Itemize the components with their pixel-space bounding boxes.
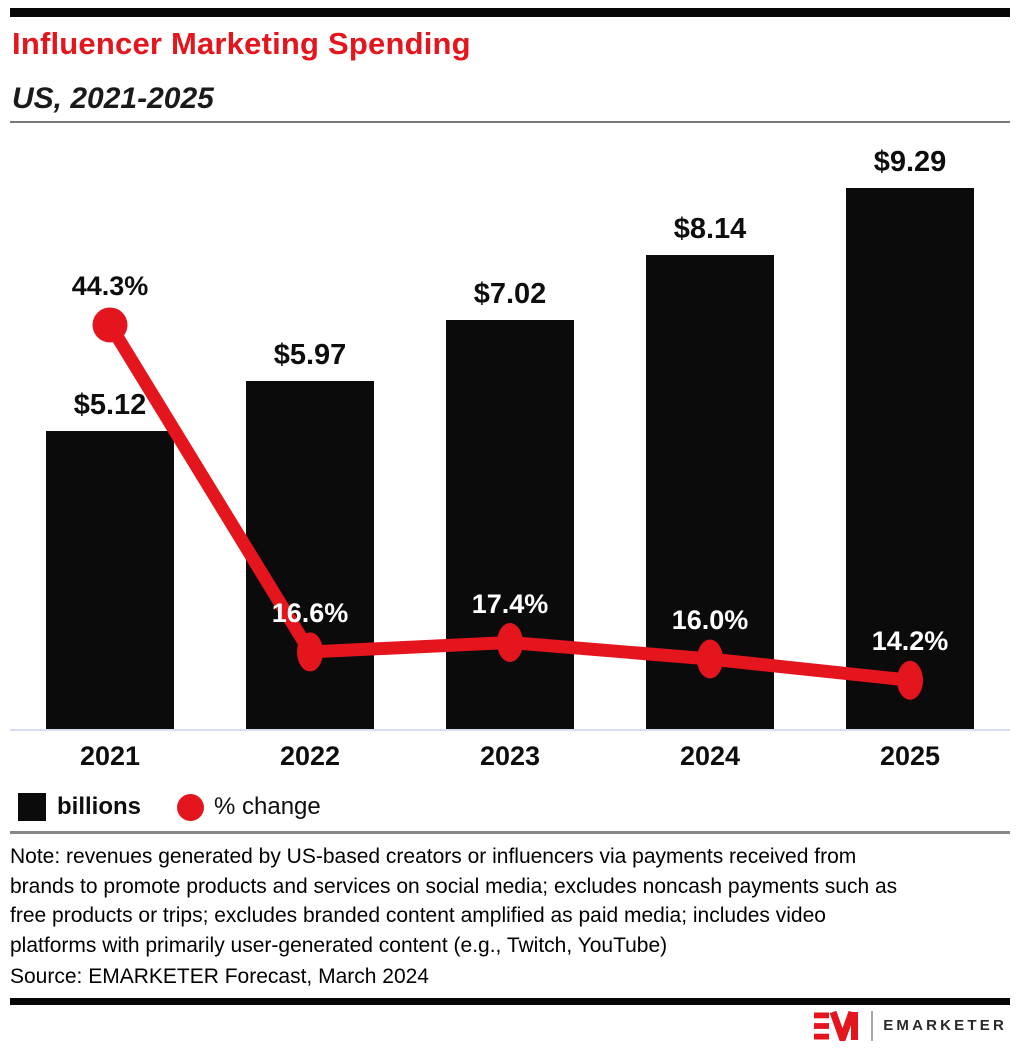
top-accent-bar [10, 8, 1010, 17]
pct-label-2022: 16.6% [271, 597, 349, 628]
chart-plot-area: $5.12 $5.97 $7.02 $8.14 $9.29 44.3% 16.6% 17.4%… [10, 140, 1010, 731]
bottom-accent-bar [10, 998, 1010, 1005]
x-tick-2023: 2023 [479, 741, 541, 771]
bar-value-label-2021: $5.12 [73, 389, 147, 421]
pct-change-line-layer [92, 307, 923, 700]
note-text: Note: revenues generated by US-based cre… [10, 845, 898, 957]
bar-series-label: billions [57, 793, 141, 820]
x-tick-2022: 2022 [279, 741, 341, 771]
emarketer-monogram-icon [814, 1011, 859, 1041]
logo-divider [871, 1011, 874, 1041]
bar-value-label-2023: $7.02 [473, 278, 547, 310]
bar-series-swatch [18, 793, 46, 821]
emarketer-wordmark: EMARKETER [883, 1017, 1007, 1034]
line-marker-2023 [497, 622, 523, 662]
pct-label-2021: 44.3% [71, 270, 149, 301]
bar-2025 [846, 188, 974, 729]
chart-subtitle: US, 2021-2025 [12, 82, 214, 115]
line-marker-2024 [697, 639, 723, 679]
bar-value-label-2024: $8.14 [673, 213, 747, 245]
line-marker-2022 [297, 632, 323, 672]
x-axis-tick-labels: 2021 2022 2023 2024 2025 [10, 740, 1010, 772]
line-marker-2021 [92, 307, 128, 343]
pct-label-2023: 17.4% [471, 588, 549, 619]
pct-label-2025: 14.2% [871, 626, 949, 657]
bar-value-label-2025: $9.29 [873, 146, 947, 178]
x-tick-2021: 2021 [79, 741, 141, 771]
line-marker-2025 [897, 660, 923, 700]
x-axis-baseline [10, 729, 1010, 731]
bar-value-label-2022: $5.97 [273, 339, 347, 371]
header-divider [10, 121, 1010, 123]
chart-title: Influencer Marketing Spending [12, 26, 471, 61]
pct-label-2024: 16.0% [671, 605, 749, 636]
x-tick-2025: 2025 [879, 741, 941, 771]
line-series-label: % change [214, 793, 321, 820]
line-series-swatch [177, 794, 204, 821]
emarketer-logo: EMARKETER [814, 1009, 1007, 1043]
source-text: Source: EMARKETER Forecast, March 2024 [10, 965, 429, 988]
bar-2021 [46, 431, 174, 729]
x-tick-2024: 2024 [679, 741, 741, 771]
legend: billions % change [10, 790, 1010, 824]
legend-divider [10, 831, 1010, 834]
